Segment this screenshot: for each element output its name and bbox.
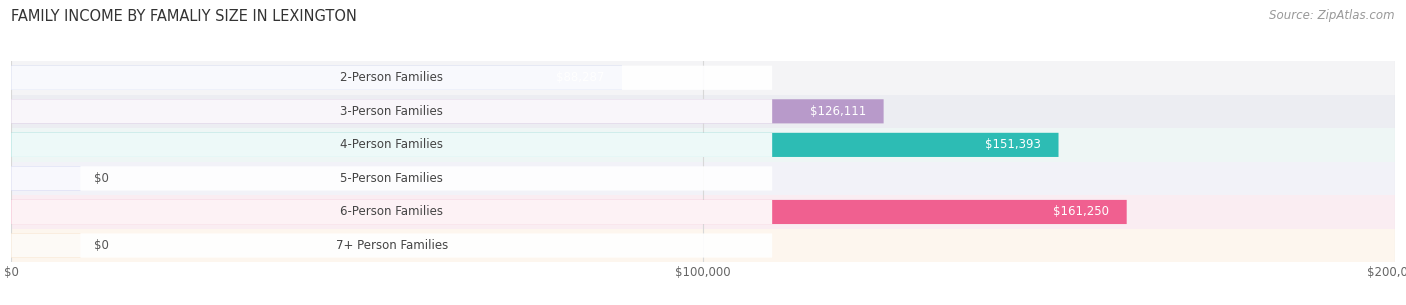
Bar (11, 61, 1395, 95)
FancyBboxPatch shape (11, 66, 772, 90)
FancyBboxPatch shape (11, 233, 80, 258)
Text: 2-Person Families: 2-Person Families (340, 71, 443, 84)
Bar (11, 128, 1395, 162)
Text: 6-Person Families: 6-Person Families (340, 206, 443, 218)
Text: Source: ZipAtlas.com: Source: ZipAtlas.com (1270, 9, 1395, 22)
Text: FAMILY INCOME BY FAMALIY SIZE IN LEXINGTON: FAMILY INCOME BY FAMALIY SIZE IN LEXINGT… (11, 9, 357, 24)
Bar (11, 162, 1395, 195)
FancyBboxPatch shape (11, 166, 772, 191)
FancyBboxPatch shape (11, 99, 772, 124)
Text: $151,393: $151,393 (986, 138, 1042, 151)
Text: 4-Person Families: 4-Person Families (340, 138, 443, 151)
Bar (11, 229, 1395, 262)
Text: $0: $0 (94, 239, 110, 252)
Text: 3-Person Families: 3-Person Families (340, 105, 443, 118)
Text: 5-Person Families: 5-Person Families (340, 172, 443, 185)
Bar (11, 95, 1395, 128)
FancyBboxPatch shape (11, 200, 772, 224)
Text: $88,287: $88,287 (557, 71, 605, 84)
FancyBboxPatch shape (11, 200, 1126, 224)
FancyBboxPatch shape (11, 133, 772, 157)
Text: $161,250: $161,250 (1053, 206, 1109, 218)
FancyBboxPatch shape (11, 66, 621, 90)
FancyBboxPatch shape (11, 99, 883, 124)
FancyBboxPatch shape (11, 133, 1059, 157)
Text: $0: $0 (94, 172, 110, 185)
FancyBboxPatch shape (11, 166, 80, 191)
Bar (11, 195, 1395, 229)
Text: $126,111: $126,111 (810, 105, 866, 118)
FancyBboxPatch shape (11, 233, 772, 258)
Text: 7+ Person Families: 7+ Person Families (336, 239, 449, 252)
